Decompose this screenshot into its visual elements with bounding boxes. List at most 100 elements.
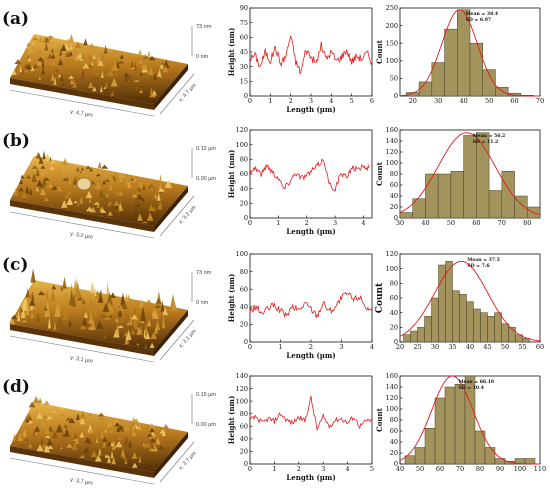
hist-ytick-label: 160 xyxy=(386,126,398,134)
hist-xtick-label: 70 xyxy=(456,465,464,473)
afm-peak xyxy=(131,462,138,468)
afm-peak xyxy=(98,417,106,420)
afm-peak xyxy=(110,77,118,87)
afm-peak xyxy=(90,318,96,330)
afm-peak xyxy=(69,44,74,50)
afm-peak xyxy=(163,423,168,430)
profile-xtick-label: 4 xyxy=(370,343,374,351)
profile-axes-frame xyxy=(249,375,373,465)
profile-ytick-label: 40 xyxy=(240,303,248,311)
afm-peak xyxy=(82,297,87,312)
afm-peak xyxy=(11,314,18,320)
afm-peak xyxy=(102,194,109,203)
afm-peak xyxy=(60,406,64,410)
afm-peak xyxy=(149,342,155,348)
afm-peak xyxy=(116,60,120,68)
afm-peak xyxy=(36,444,44,452)
hist-bar xyxy=(431,297,439,343)
hist-bar xyxy=(410,330,418,343)
afm-peak xyxy=(140,336,147,344)
afm-peak xyxy=(113,200,120,206)
afm-peak xyxy=(40,188,46,196)
afm-peak xyxy=(124,456,128,465)
hist-ytick-label: 0 xyxy=(394,338,398,346)
hist-xtick-label: 60 xyxy=(436,465,444,473)
profile-xlabel: Length (µm) xyxy=(286,105,335,114)
profile-xtick-label: 1 xyxy=(272,465,276,473)
afm-peak xyxy=(144,323,148,334)
afm-peak xyxy=(157,445,165,450)
afm-peak xyxy=(44,153,51,161)
afm-peak xyxy=(106,203,110,209)
afm-peak xyxy=(58,298,62,312)
afm-peak xyxy=(54,68,59,72)
afm-peak xyxy=(100,164,109,169)
afm-peak xyxy=(148,66,154,76)
hist-ytick-label: 60 xyxy=(390,181,398,189)
afm-peak xyxy=(64,293,69,297)
afm-peak xyxy=(152,73,158,80)
afm-peak xyxy=(140,209,144,214)
afm-peak xyxy=(44,41,49,51)
afm-peak xyxy=(46,159,50,167)
afm-peak xyxy=(45,289,49,303)
hist-sd-label: SD = 6.97 xyxy=(466,17,492,23)
hist-xtick-label: 80 xyxy=(476,465,484,473)
hist-ytick-label: 20 xyxy=(390,324,398,332)
profile-xtick-label: 3 xyxy=(339,343,343,351)
afm-peak xyxy=(66,56,72,65)
afm-peak xyxy=(123,425,131,431)
afm-z-bottom-label: 0.00 µm xyxy=(196,422,216,428)
afm-peak xyxy=(95,173,102,177)
hist-xtick-label: 90 xyxy=(496,465,504,473)
afm-peak xyxy=(43,306,48,311)
hist-ytick-label: 0 xyxy=(394,92,398,100)
afm-peak xyxy=(78,73,86,82)
afm-peak xyxy=(25,185,30,194)
profile-ytick-label: 20 xyxy=(240,200,248,208)
afm-peak xyxy=(150,184,154,191)
afm-peak xyxy=(127,294,131,300)
afm-peak xyxy=(62,308,70,315)
afm-surface xyxy=(10,280,188,350)
afm-peak xyxy=(36,179,43,187)
afm-peak xyxy=(132,418,140,424)
afm-peak xyxy=(72,176,78,185)
profile-axes-frame xyxy=(249,7,373,97)
afm-peak xyxy=(143,54,147,58)
afm-peak xyxy=(52,410,57,413)
afm-peak xyxy=(110,90,115,95)
afm-peak xyxy=(143,442,152,448)
afm-peak xyxy=(129,324,137,331)
profile-ytick-label: 80 xyxy=(240,410,248,418)
afm-peak xyxy=(51,185,58,190)
afm-peak xyxy=(138,455,142,463)
afm-peak xyxy=(137,213,143,221)
afm-peak xyxy=(123,72,130,78)
profile-ytick-label: 120 xyxy=(236,385,248,393)
afm-peak xyxy=(90,450,98,458)
afm-peak xyxy=(151,443,155,450)
afm-surface xyxy=(10,156,188,226)
afm-z-top-label: 73 nm xyxy=(196,24,212,30)
afm-peak xyxy=(75,435,79,444)
profile-axes-frame xyxy=(249,129,373,219)
hist-bar xyxy=(524,458,536,465)
afm-peak xyxy=(74,282,82,299)
profile-ylabel: Height (nm) xyxy=(227,396,236,445)
afm-peak xyxy=(94,76,100,81)
afm-peak xyxy=(139,298,144,308)
afm-peak xyxy=(137,421,142,430)
afm-side-front xyxy=(10,324,154,356)
afm-peak xyxy=(27,44,35,54)
profile-ytick-label: 140 xyxy=(236,372,248,380)
hist-bar xyxy=(459,294,467,343)
afm-peak xyxy=(141,221,149,224)
afm-z-top-label: 0.12 µm xyxy=(196,146,216,152)
profile-ylabel: Height (nm) xyxy=(227,274,236,323)
afm-peak xyxy=(97,161,102,169)
profile-xtick-label: 3 xyxy=(321,465,325,473)
afm-peak xyxy=(103,86,107,89)
afm-peak xyxy=(18,178,24,184)
afm-peak xyxy=(81,299,86,304)
